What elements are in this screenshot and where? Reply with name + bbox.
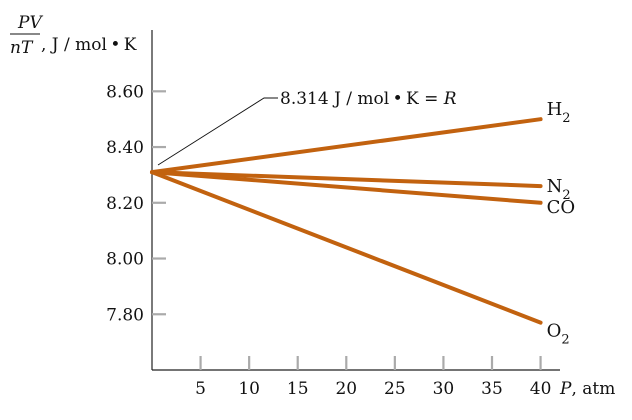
series-name: N [547, 176, 563, 197]
y-tick-label: 8.20 [106, 194, 144, 214]
x-tick-label: 5 [195, 379, 206, 399]
series-label: CO [547, 197, 576, 218]
series-line [150, 170, 543, 205]
x-tick-label: 35 [481, 379, 503, 399]
series-name: O [547, 321, 562, 342]
y-tick-label: 8.00 [106, 250, 144, 270]
annotation-gas-constant: 8.314 J / mol • K = R [157, 89, 457, 166]
series-lines [150, 117, 543, 325]
y-label-denominator: nT [10, 38, 34, 58]
x-tick-label: 30 [433, 379, 455, 399]
x-tick-label: 20 [335, 379, 357, 399]
series-subscript: 2 [561, 333, 569, 348]
series-label: N2 [547, 176, 571, 203]
x-axis-label: P, atm [559, 379, 615, 399]
annotation-label: 8.314 J / mol • K = R [280, 89, 457, 109]
y-tick-label: 8.40 [106, 138, 144, 158]
series-line [150, 117, 543, 175]
series-label: H2 [547, 99, 571, 126]
y-label-unit: , J / mol • K [41, 35, 137, 55]
series-subscript: 2 [562, 188, 570, 203]
annotation-leader-line [157, 97, 278, 166]
series-name: H [547, 99, 563, 120]
x-tick-label: 25 [384, 379, 406, 399]
x-tick-label: 40 [530, 379, 552, 399]
x-tick-label: 10 [238, 379, 260, 399]
x-label-unit: , atm [571, 379, 615, 399]
series-subscript: 2 [562, 111, 570, 126]
y-label-numerator: PV [17, 13, 43, 33]
series-line [150, 170, 543, 189]
annotation-text: 8.314 J / mol • K = [280, 89, 444, 109]
y-tick-label: 7.80 [106, 305, 144, 325]
annotation-symbol: R [443, 89, 457, 109]
y-ticks: 7.80 8.00 8.20 8.40 8.60 [106, 82, 166, 325]
y-tick-label: 8.60 [106, 82, 144, 102]
x-label-symbol: P [559, 379, 572, 399]
x-ticks: 5 10 15 20 25 30 35 40 [195, 356, 551, 399]
series-line [150, 170, 543, 325]
y-axis-label: PV nT , J / mol • K [10, 13, 137, 58]
series-name: CO [547, 197, 576, 218]
x-tick-label: 15 [287, 379, 309, 399]
series-label: O2 [547, 321, 570, 348]
